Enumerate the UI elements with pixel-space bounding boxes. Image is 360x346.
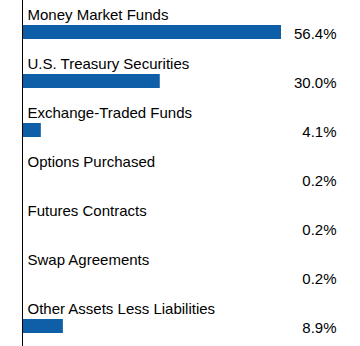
svg-text:Other Assets Less Liabilities: Other Assets Less Liabilities (28, 300, 216, 317)
svg-text:56.4%: 56.4% (294, 25, 337, 42)
svg-text:0.2%: 0.2% (302, 221, 336, 238)
svg-text:Money Market Funds: Money Market Funds (28, 6, 169, 23)
svg-text:30.0%: 30.0% (294, 74, 337, 91)
svg-text:0.2%: 0.2% (302, 270, 336, 287)
svg-text:Swap Agreements: Swap Agreements (28, 251, 150, 268)
svg-text:U.S. Treasury Securities: U.S. Treasury Securities (28, 55, 190, 72)
svg-text:0.2%: 0.2% (302, 172, 336, 189)
svg-text:Exchange-Traded Funds: Exchange-Traded Funds (28, 104, 193, 121)
svg-text:4.1%: 4.1% (302, 123, 336, 140)
svg-text:Options Purchased: Options Purchased (28, 153, 156, 170)
svg-text:Futures Contracts: Futures Contracts (28, 202, 147, 219)
svg-text:8.9%: 8.9% (302, 319, 336, 336)
